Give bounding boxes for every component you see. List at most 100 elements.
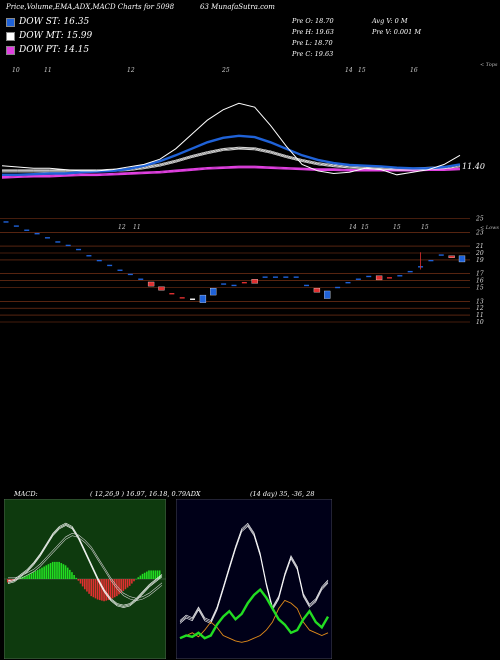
macd-histogram-bar (154, 570, 157, 579)
macd-signal-line-1 (8, 535, 163, 602)
candle (283, 276, 289, 278)
candle (107, 264, 113, 267)
lows-ticks: 12 11 14 15 15 15 (118, 224, 429, 231)
macd-histogram-bar (60, 563, 63, 579)
minus-di-line (179, 599, 329, 643)
macd-histogram-bar (69, 569, 71, 579)
price-level-label: 20 (475, 250, 484, 257)
price-level-label: 21 (475, 243, 484, 250)
adx-series (179, 522, 330, 643)
legend-swatch-mt (6, 31, 15, 41)
plus-di-line (179, 587, 330, 640)
macd-histogram-bar (128, 579, 131, 586)
low-tick-label: 15 (361, 224, 369, 231)
macd-histogram-bar (34, 571, 37, 579)
stat-prev-open: Pre O: 18.70 (292, 17, 334, 25)
stat-prev-low: Pre L: 18.70 (292, 39, 333, 47)
candle (231, 284, 237, 287)
macd-histogram-bar (101, 579, 103, 601)
macd-series (7, 522, 163, 608)
legend-dow-pt: DOW PT: 14.15 (6, 44, 89, 56)
candle (138, 278, 144, 280)
chart-title: Price,Volume,EMA,ADX,MACD Charts for 509… (6, 3, 175, 11)
macd-histogram-bar (141, 573, 144, 579)
candle (117, 269, 123, 271)
candle (44, 237, 50, 239)
candle (210, 288, 217, 296)
macd-histogram-bar (26, 575, 28, 579)
candle (86, 255, 92, 257)
macd-histogram-bar (133, 579, 135, 582)
macd-histogram-bar (135, 579, 137, 580)
candle (345, 281, 351, 284)
site-name: 63 MunafaSutra.com (200, 3, 275, 11)
adx-line-1 (179, 524, 329, 623)
macd-histogram-bar (124, 579, 127, 590)
adx-params: (14 day) 35, -36, 28 (250, 490, 315, 498)
macd-histogram-bar (30, 573, 33, 579)
macd-histogram-bar (90, 579, 93, 597)
macd-histogram-bar (36, 569, 39, 579)
macd-histogram-bar (49, 563, 52, 579)
candle (147, 281, 155, 287)
macd-histogram-bar (116, 579, 118, 597)
candle (76, 248, 82, 251)
price-level-label: 15 (476, 285, 484, 292)
macd-histogram-bar (43, 566, 45, 579)
macd-histogram-bar (111, 579, 114, 599)
candle (397, 275, 403, 277)
macd-histogram-bar (131, 579, 133, 584)
candle (366, 275, 372, 278)
candle (428, 259, 434, 262)
candle (324, 290, 331, 299)
macd-histogram-bar (58, 561, 60, 579)
low-tick-label: 12 (118, 224, 126, 231)
low-tick-label: 15 (421, 224, 429, 231)
candle (199, 294, 207, 303)
price-line (1, 102, 461, 176)
candle (438, 254, 444, 256)
top-tick-label: 14 (345, 67, 353, 74)
macd-histogram-bar (96, 579, 99, 600)
macd-histogram-bar (86, 579, 88, 592)
candle (448, 255, 455, 258)
candle (179, 297, 185, 299)
macd-histogram-bar (28, 574, 30, 579)
candles (3, 221, 466, 303)
candle (313, 288, 321, 293)
macd-histogram-bar (88, 579, 90, 594)
low-tick-label: 14 (349, 224, 357, 231)
candle (65, 244, 71, 247)
macd-line-1 (7, 523, 163, 607)
price-level-label: 10 (476, 319, 484, 326)
ema-lines (1, 102, 461, 179)
macd-title: MACD: (14, 490, 38, 498)
macd-histogram-bar (39, 568, 41, 579)
macd-histogram-bar (158, 570, 161, 579)
candle (221, 283, 227, 285)
price-level-label: 12 (476, 305, 484, 312)
ema-long-line-4 (1, 167, 461, 179)
top-tick-label: 10 (12, 67, 20, 74)
adx-chart (176, 499, 332, 659)
lows-label: < Lows (480, 225, 499, 231)
macd-histogram-bar (105, 579, 107, 601)
macd-histogram-bar (21, 576, 24, 579)
macd-histogram-bar (146, 571, 148, 579)
price-level-label: 13 (476, 298, 484, 305)
candle (262, 276, 268, 278)
macd-histogram-bar (122, 579, 125, 591)
macd-histogram-bar (64, 565, 67, 579)
top-tick-label: 12 (127, 67, 135, 74)
macd-histogram-bar (62, 564, 65, 579)
candle (458, 255, 466, 263)
macd-histogram-bar (47, 564, 50, 579)
candle (190, 298, 196, 300)
macd-histogram-bar (81, 579, 84, 587)
macd-chart (4, 499, 166, 659)
price-level-label: 23 (475, 229, 484, 236)
stat-prev-high: Pre H: 19.63 (292, 28, 334, 36)
macd-histogram-bar (137, 577, 140, 579)
macd-histogram-bar (24, 576, 26, 579)
adx-background (176, 499, 332, 659)
